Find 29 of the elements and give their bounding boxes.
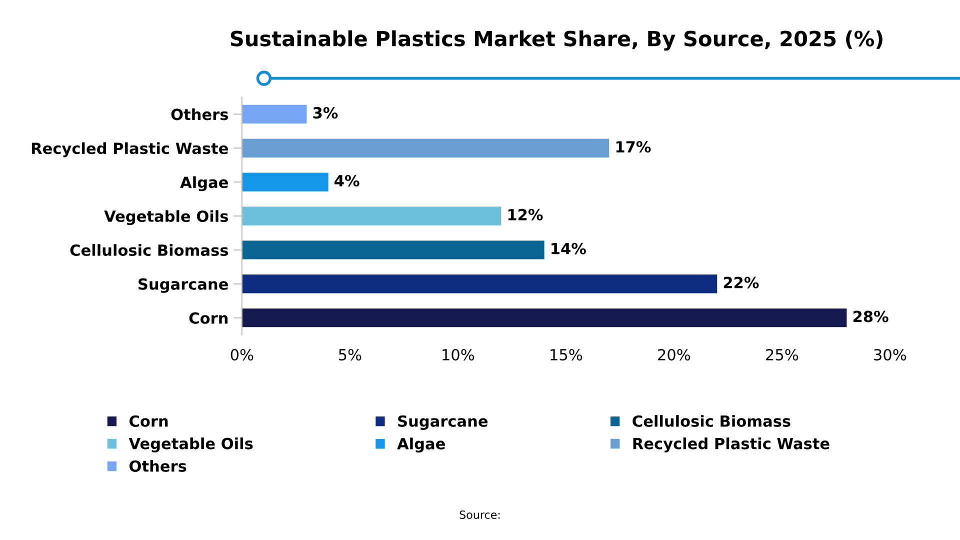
y-tick-label: Algae xyxy=(180,176,228,192)
data-label: 3% xyxy=(313,107,338,119)
x-tick-label: 5% xyxy=(338,348,362,361)
x-tick-label: 0% xyxy=(230,348,254,361)
legend-label: Others xyxy=(130,460,186,472)
legend-label: Recycled Plastic Waste xyxy=(633,438,830,452)
data-label: 12% xyxy=(508,208,543,220)
x-tick-label: 30% xyxy=(874,348,906,361)
data-label: 22% xyxy=(724,276,759,288)
y-tick-label: Vegetable Oils xyxy=(104,210,228,226)
source-note: Source: xyxy=(460,510,500,519)
y-tick-label: Recycled Plastic Waste xyxy=(32,142,228,158)
data-label: 28% xyxy=(853,310,888,322)
x-tick-label: 15% xyxy=(550,348,582,361)
legend-label: Corn xyxy=(130,415,168,427)
data-label: 17% xyxy=(616,140,651,153)
data-label: 4% xyxy=(334,174,360,186)
legend-label: Algae xyxy=(397,438,445,453)
y-tick-label: Cellulosic Biomass xyxy=(70,244,228,256)
y-tick-label: Corn xyxy=(189,312,228,324)
x-tick-label: 10% xyxy=(442,348,474,361)
y-tick-label: Sugarcane xyxy=(138,278,228,293)
legend-label: Cellulosic Biomass xyxy=(632,415,790,427)
chart-title: Sustainable Plastics Market Share, By Source, 2025 (%) xyxy=(230,30,882,51)
y-tick-label: Others xyxy=(171,108,228,120)
x-tick-label: 25% xyxy=(766,348,798,361)
x-tick-label: 20% xyxy=(658,348,690,361)
legend-label: Sugarcane xyxy=(398,415,488,430)
data-label: 14% xyxy=(552,242,586,254)
